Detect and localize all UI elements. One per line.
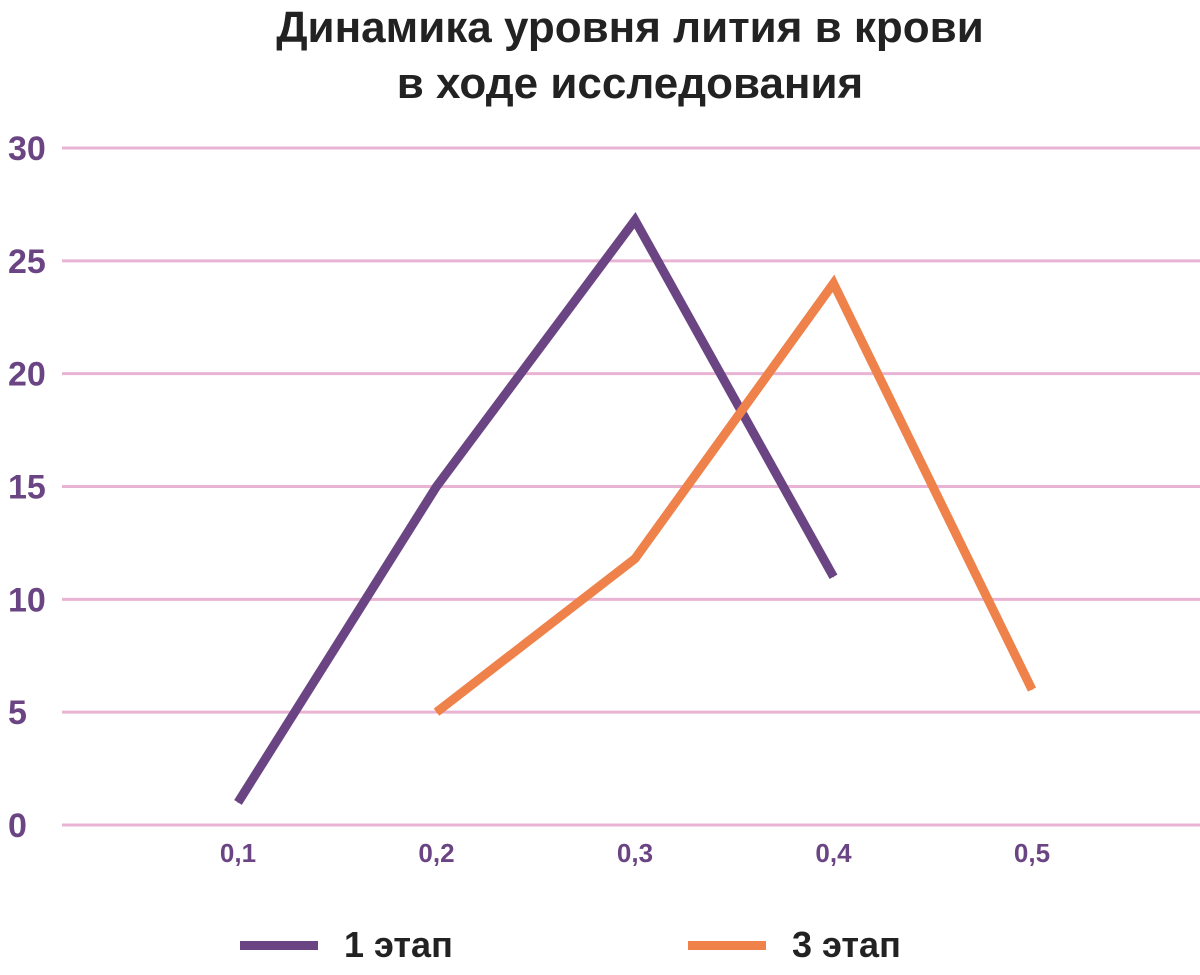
data-point-s2-x4 bbox=[833, 282, 834, 284]
x-tick-label-5: 0,5 bbox=[1014, 838, 1050, 868]
chart-title: Динамика уровня лития в крови в ходе исс… bbox=[0, 0, 1200, 112]
y-tick-label-10: 10 bbox=[8, 581, 46, 619]
x-tick-label-3: 0,3 bbox=[617, 838, 653, 868]
x-tick-label-2: 0,2 bbox=[418, 838, 454, 868]
x-tick-label-4: 0,4 bbox=[815, 838, 852, 868]
chart-title-line-1: Динамика уровня лития в крови bbox=[276, 3, 984, 52]
y-tick-label-30: 30 bbox=[8, 130, 46, 168]
x-tick-label-1: 0,1 bbox=[220, 838, 256, 868]
series-line-1 bbox=[234, 211, 838, 805]
y-tick-label-15: 15 bbox=[8, 469, 46, 507]
legend-label-series-1: 1 этап bbox=[344, 924, 453, 965]
legend-swatch-series-1 bbox=[240, 940, 318, 950]
data-point-s2-x5 bbox=[1031, 689, 1033, 691]
data-point-s2-x2 bbox=[436, 711, 437, 713]
legend-item-series-2: 3 этап bbox=[688, 915, 901, 975]
data-point-s1-x3 bbox=[634, 219, 636, 221]
data-point-s1-x4 bbox=[833, 576, 834, 578]
y-tick-label-20: 20 bbox=[8, 356, 46, 394]
y-tick-label-5: 5 bbox=[8, 694, 27, 732]
series-line-2 bbox=[433, 274, 1037, 716]
legend-swatch-series-2 bbox=[688, 940, 766, 950]
y-tick-label-25: 25 bbox=[8, 243, 46, 281]
legend-label-series-2: 3 этап bbox=[792, 924, 901, 965]
y-tick-label-0: 0 bbox=[8, 807, 27, 845]
data-point-s2-x3 bbox=[634, 558, 636, 560]
data-point-s1-x1 bbox=[237, 801, 239, 803]
chart-title-line-2: в ходе исследования bbox=[396, 59, 864, 108]
data-point-s1-x2 bbox=[436, 486, 437, 487]
legend-item-series-1: 1 этап bbox=[240, 915, 453, 975]
